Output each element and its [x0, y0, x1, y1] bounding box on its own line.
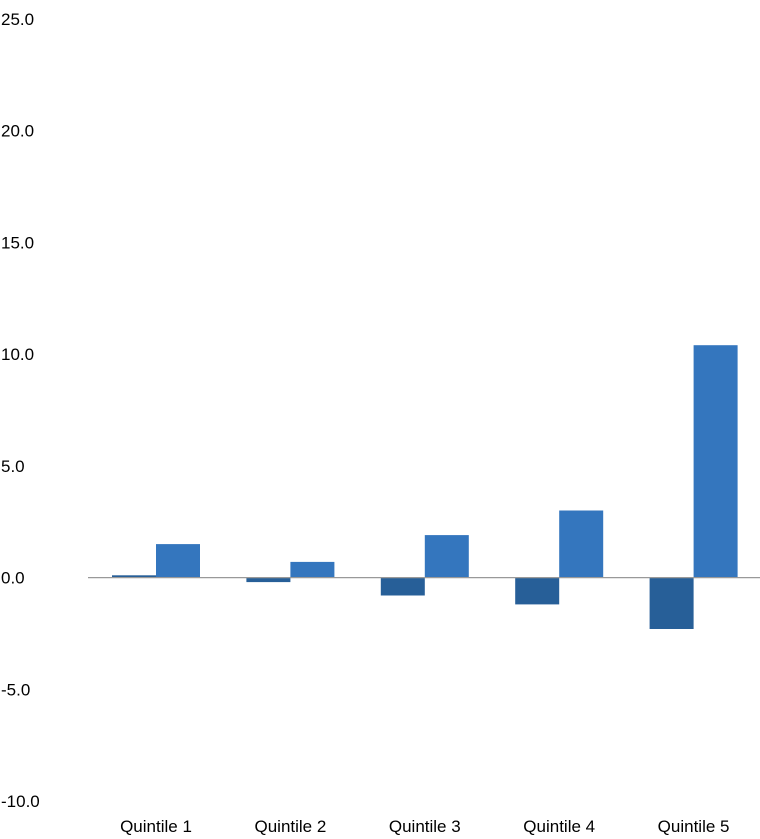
- y-tick-label: 25.0: [1, 10, 34, 29]
- bar: [693, 345, 738, 578]
- bar: [112, 575, 156, 578]
- y-tick-label: -5.0: [1, 680, 30, 699]
- bars: [112, 345, 738, 629]
- x-tick-label: Quintile 1: [120, 817, 192, 836]
- bar: [559, 510, 604, 578]
- y-tick-label: -10.0: [1, 792, 40, 811]
- bar: [290, 561, 335, 578]
- x-tick-label: Quintile 5: [658, 817, 730, 836]
- bar: [424, 535, 469, 578]
- bar: [515, 577, 560, 605]
- bar: [380, 577, 425, 596]
- x-tick-label: Quintile 4: [523, 817, 595, 836]
- y-axis-tick-labels: 25.0 20.0 15.0 10.0 5.0 0.0 -5.0 -10.0: [1, 10, 40, 811]
- y-tick-label: 15.0: [1, 233, 34, 252]
- y-tick-label: 10.0: [1, 345, 34, 364]
- bar: [156, 544, 200, 578]
- y-tick-label: 20.0: [1, 122, 34, 141]
- y-tick-label: 0.0: [1, 569, 25, 588]
- bar: [649, 577, 694, 629]
- x-tick-label: Quintile 2: [254, 817, 326, 836]
- x-axis-tick-labels: Quintile 1 Quintile 2 Quintile 3 Quintile 4…: [120, 817, 729, 836]
- bar: [246, 577, 291, 583]
- x-tick-label: Quintile 3: [389, 817, 461, 836]
- y-tick-label: 5.0: [1, 457, 25, 476]
